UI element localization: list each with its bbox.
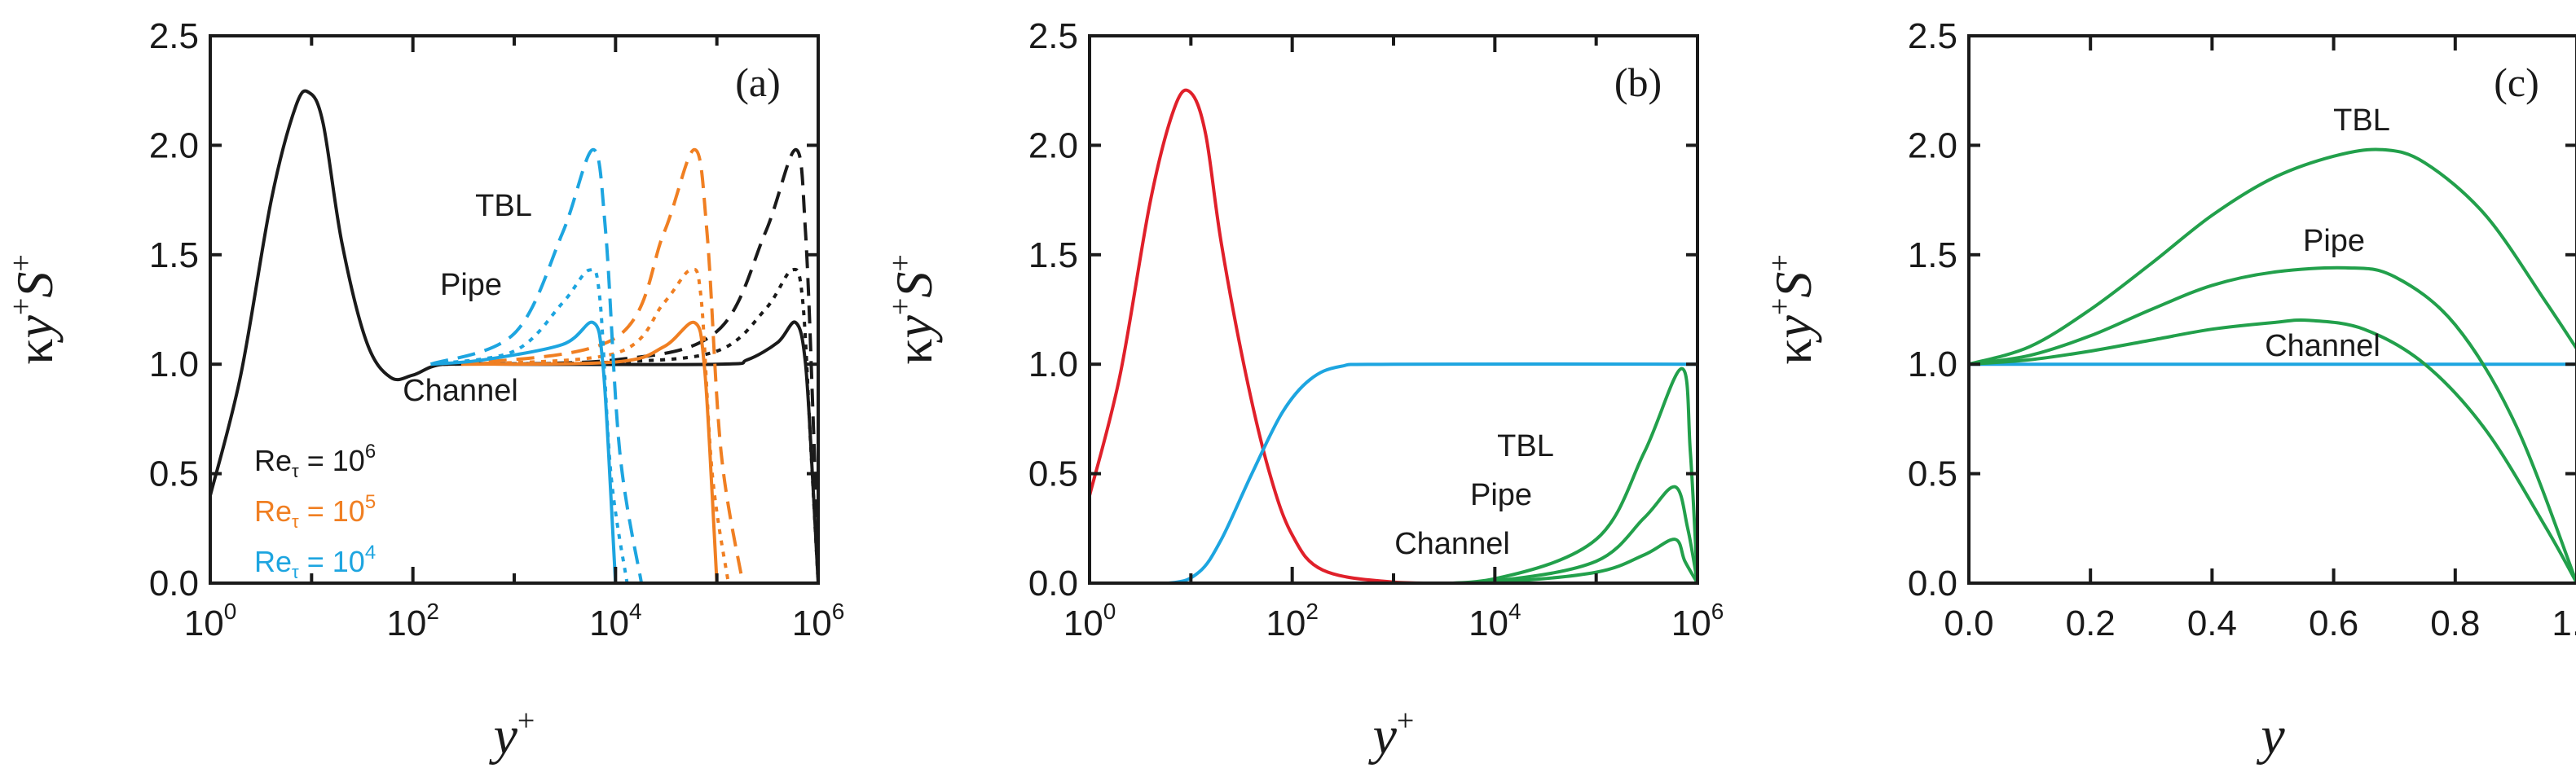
x-tick-label: 102 xyxy=(386,599,439,643)
series-line-2 xyxy=(1090,538,1698,583)
series-line-1 xyxy=(443,267,818,583)
annotation-tbl: TBL xyxy=(2333,103,2390,138)
y-tick-label: 2.0 xyxy=(1028,125,1078,165)
x-tick-label: 104 xyxy=(589,599,642,643)
y-tick-label: 0.0 xyxy=(1908,564,1957,603)
series-line-1 xyxy=(1090,362,1698,583)
series-group xyxy=(210,89,818,583)
y-tick-label: 2.5 xyxy=(1028,16,1078,56)
y-axis-label: κy+S+ xyxy=(4,254,64,365)
annotation-channel: Channel xyxy=(1394,527,1510,561)
legend-entry: Reτ = 106 xyxy=(254,441,376,481)
legend-entry: Reτ = 104 xyxy=(254,542,376,582)
series-group xyxy=(1090,88,1698,583)
y-tick-label: 0.0 xyxy=(1028,564,1078,603)
annotation-channel: Channel xyxy=(2265,329,2380,363)
x-tick-label: 106 xyxy=(792,599,845,643)
annotation-pipe: Pipe xyxy=(440,268,502,302)
x-tick-label: 0.2 xyxy=(2066,603,2116,643)
x-axis-label: y+ xyxy=(1368,704,1415,766)
x-tick-label: 100 xyxy=(184,599,237,643)
series-line-5 xyxy=(460,147,745,583)
y-tick-label: 2.5 xyxy=(149,16,199,56)
y-tick-label: 2.0 xyxy=(1908,125,1957,165)
y-tick-label: 2.0 xyxy=(149,125,199,165)
annotation-channel: Channel xyxy=(403,374,518,408)
x-tick-label: 100 xyxy=(1063,599,1116,643)
y-tick-label: 1.5 xyxy=(149,235,199,275)
series-line-8 xyxy=(429,147,644,583)
series-line-4 xyxy=(460,267,730,583)
panel-b: 0.0 0.5 1.0 1.5 2.0 2.5 100 102 104 106 y+ κy+S+ (b)… xyxy=(883,16,1724,766)
x-tick-label: 0.0 xyxy=(1944,603,1993,643)
y-tick-label: 0.5 xyxy=(1028,454,1078,494)
series-group xyxy=(1969,147,2576,583)
y-tick-label: 1.0 xyxy=(149,345,199,384)
y-tick-label: 1.5 xyxy=(1028,235,1078,275)
legend-entry: Reτ = 105 xyxy=(254,491,376,532)
x-tick-label: 104 xyxy=(1469,599,1521,643)
x-tick-label: 0.8 xyxy=(2430,603,2480,643)
plot-frame xyxy=(1088,34,1699,585)
y-tick-label: 1.5 xyxy=(1908,235,1957,275)
panel-label: (a) xyxy=(735,59,781,105)
series-line-3 xyxy=(1969,318,2576,583)
x-tick-label: 1.0 xyxy=(2552,603,2576,643)
series-line-3 xyxy=(460,321,719,583)
series-line-2 xyxy=(443,147,818,583)
annotation-tbl: TBL xyxy=(1497,429,1554,463)
series-line-1 xyxy=(1969,147,2576,366)
series-line-6 xyxy=(430,320,618,583)
y-tick-label: 2.5 xyxy=(1908,16,1957,56)
panel-c: 0.0 0.5 1.0 1.5 2.0 2.5 0.0 0.2 0.4 0.6 0.8 1.0 y κy+… xyxy=(1763,16,2576,766)
panel-a: 0.0 0.5 1.0 1.5 2.0 2.5 100 102 104 106 y+ κy+S+ (a)… xyxy=(4,16,844,766)
y-tick-label: 0.0 xyxy=(149,564,199,603)
annotation-tbl: TBL xyxy=(475,189,532,223)
y-tick-label: 1.0 xyxy=(1028,345,1078,384)
annotation-pipe: Pipe xyxy=(1470,478,1532,512)
x-axis-label: y xyxy=(2256,706,2285,766)
x-axis-label: y+ xyxy=(489,704,535,766)
y-tick-label: 1.0 xyxy=(1908,345,1957,384)
y-tick-label: 0.5 xyxy=(149,454,199,494)
panel-label: (c) xyxy=(2494,59,2539,105)
x-tick-label: 102 xyxy=(1266,599,1319,643)
y-axis-label: κy+S+ xyxy=(883,254,943,365)
annotation-pipe: Pipe xyxy=(2303,224,2365,258)
x-tick-label: 0.6 xyxy=(2309,603,2358,643)
panel-label: (b) xyxy=(1614,59,1662,105)
series-line-0 xyxy=(210,89,818,583)
series-line-0 xyxy=(1090,88,1495,583)
y-axis-label: κy+S+ xyxy=(1763,254,1822,365)
plot-frame xyxy=(1967,34,2576,585)
x-tick-label: 106 xyxy=(1671,599,1724,643)
y-tick-label: 0.5 xyxy=(1908,454,1957,494)
series-line-7 xyxy=(430,267,629,583)
series-line-2 xyxy=(1969,266,2576,583)
x-tick-label: 0.4 xyxy=(2187,603,2237,643)
